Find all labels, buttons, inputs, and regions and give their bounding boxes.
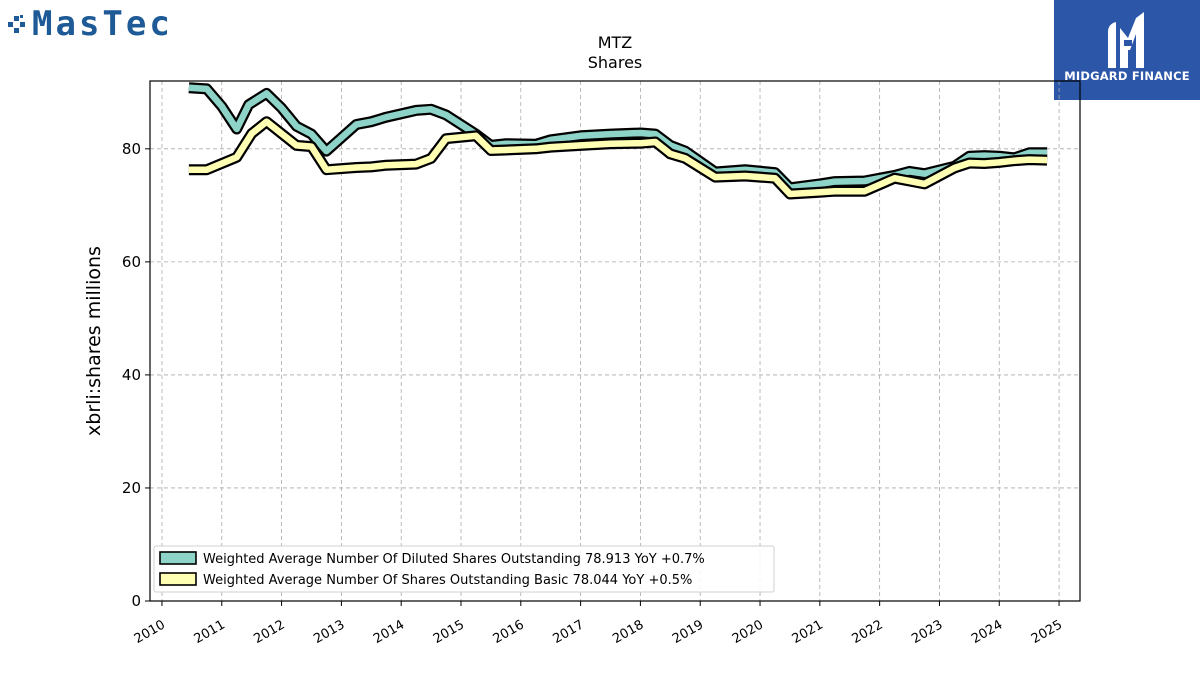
y-tick-label: 60 bbox=[122, 253, 141, 271]
x-tick-label: 2025 bbox=[1029, 617, 1065, 647]
x-tick-label: 2023 bbox=[909, 617, 945, 647]
x-tick-label: 2016 bbox=[491, 617, 527, 647]
series-lines bbox=[188, 82, 1048, 200]
x-axis-ticks: 2010 2011 2012 2013 2014 2015 2016 2017 2018 2019… bbox=[132, 601, 1065, 647]
midgard-finance-logo: MIDGARD FINANCE bbox=[1054, 0, 1200, 100]
mastec-logo-mark-icon bbox=[8, 15, 26, 33]
x-tick-label: 2013 bbox=[311, 617, 347, 647]
y-tick-label: 40 bbox=[122, 366, 141, 384]
x-tick-label: 2020 bbox=[730, 617, 766, 647]
midgard-emblem-icon bbox=[1108, 12, 1144, 68]
x-tick-label: 2014 bbox=[371, 617, 407, 647]
chart-subtitle: Shares bbox=[588, 53, 643, 72]
y-tick-label: 80 bbox=[122, 140, 141, 158]
y-axis-ticks: 0 20 40 60 80 bbox=[122, 140, 150, 610]
legend: Weighted Average Number Of Diluted Share… bbox=[153, 545, 775, 593]
legend-box bbox=[153, 545, 775, 593]
y-tick-label: 20 bbox=[122, 479, 141, 497]
legend-label-diluted: Weighted Average Number Of Diluted Share… bbox=[203, 552, 705, 567]
mastec-logo-text: MasTec bbox=[32, 4, 173, 44]
x-tick-label: 2024 bbox=[969, 617, 1005, 647]
x-tick-label: 2019 bbox=[670, 617, 706, 647]
legend-label-basic: Weighted Average Number Of Shares Outsta… bbox=[203, 573, 692, 588]
chart-title: MTZ bbox=[598, 33, 633, 52]
x-tick-label: 2011 bbox=[192, 617, 228, 647]
y-axis-label: xbrli:shares millions bbox=[83, 246, 105, 436]
mastec-logo: MasTec bbox=[8, 4, 173, 44]
plot-frame bbox=[149, 80, 1081, 602]
series-line-0 bbox=[188, 84, 1048, 192]
x-tick-label: 2017 bbox=[550, 617, 586, 647]
x-tick-label: 2012 bbox=[251, 617, 287, 647]
grid-lines bbox=[150, 81, 1080, 602]
x-tick-label: 2018 bbox=[610, 617, 646, 647]
midgard-finance-text: MIDGARD FINANCE bbox=[1064, 69, 1190, 83]
legend-swatch-basic bbox=[159, 572, 197, 586]
x-tick-label: 2015 bbox=[431, 617, 467, 647]
series-line-1 bbox=[188, 118, 1048, 198]
x-tick-label: 2010 bbox=[132, 617, 168, 647]
y-tick-label: 0 bbox=[131, 592, 141, 610]
legend-swatch-diluted bbox=[159, 551, 197, 565]
x-tick-label: 2022 bbox=[849, 617, 885, 647]
x-tick-label: 2021 bbox=[790, 617, 826, 647]
